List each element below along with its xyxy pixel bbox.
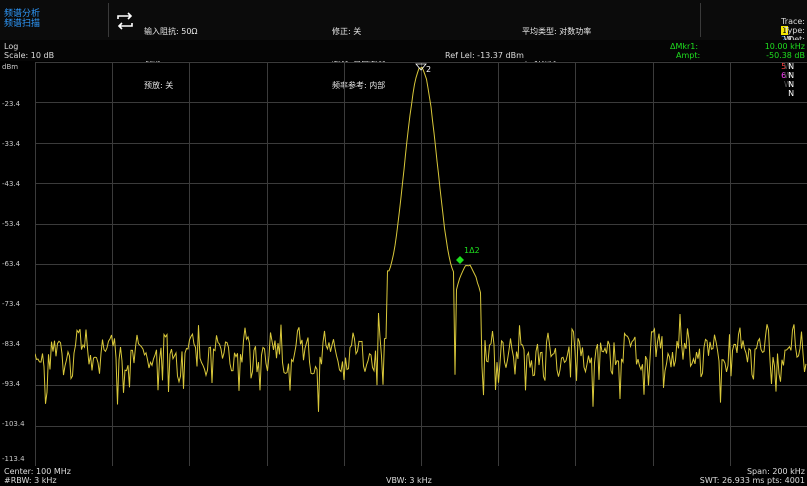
peak-marker[interactable]: 2 — [415, 63, 431, 74]
y-tick: -43.4 — [2, 180, 21, 188]
peak-marker-label: 2 — [426, 65, 431, 74]
scale-type: Log — [4, 42, 19, 51]
mode-selector[interactable]: 频谱分析 频谱扫描 — [4, 9, 40, 29]
average-type-text: 平均类型: 对数功率 — [522, 27, 592, 36]
ref-level[interactable]: Ref Lel: -13.37 dBm — [445, 51, 524, 60]
delta-marker-label: ΔMkr1: — [670, 42, 699, 51]
submode-label: 频谱扫描 — [4, 19, 41, 29]
y-tick: -113.4 — [2, 455, 25, 463]
ampt-value: -50.38 dB — [766, 51, 805, 60]
scale-value[interactable]: Scale: 10 dB — [4, 51, 55, 60]
trace-panel[interactable]: Trace: 1 2 3 4 5 6 Type: W W W W W W Det… — [700, 4, 807, 98]
span[interactable]: Span: 200 kHz — [746, 467, 805, 476]
vbw[interactable]: VBW: 3 kHz — [386, 476, 432, 485]
sweep-time: SWT: 26.933 ms pts: 4001 — [699, 476, 805, 485]
impedance-text: 输入阻抗: 50Ω — [144, 27, 198, 36]
y-tick: -63.4 — [2, 260, 21, 268]
det-5: N — [788, 80, 795, 89]
type-6: W — [783, 80, 792, 89]
rbw[interactable]: #RBW: 3 kHz — [4, 476, 57, 485]
det-3: N — [788, 62, 795, 71]
det-label: Det: — [788, 35, 805, 44]
delta-marker-value: 10.00 kHz — [764, 42, 805, 51]
trace-6[interactable]: 6 — [781, 71, 787, 80]
spectrum-trace — [35, 66, 807, 412]
y-unit: dBm — [2, 63, 19, 71]
bottom-bar: Center: 100 MHz #RBW: 3 kHz VBW: 3 kHz S… — [0, 466, 807, 486]
y-tick: -73.4 — [2, 300, 21, 308]
freq-ref-text: 频率参考: 内部 — [332, 81, 386, 90]
y-tick: -93.4 — [2, 380, 21, 388]
trace-2[interactable]: 2 — [781, 35, 786, 44]
y-tick: -23.4 — [2, 100, 21, 108]
det-4: N — [788, 71, 795, 80]
y-tick: -103.4 — [2, 420, 25, 428]
swap-icon[interactable] — [115, 11, 135, 31]
delta-marker-text: 1Δ2 — [464, 246, 480, 255]
status-bar: 频谱分析 频谱扫描 输入阻抗: 50Ω 衰减: 0 dB 预放: 关 修正: 关… — [0, 0, 807, 98]
spectrum-plot[interactable]: 2 1Δ2 — [35, 62, 807, 466]
trace-label: Trace: — [781, 17, 805, 26]
type-label: Type: — [783, 26, 805, 35]
y-tick: -33.4 — [2, 140, 21, 148]
y-tick: -83.4 — [2, 340, 21, 348]
y-tick: -53.4 — [2, 220, 21, 228]
center-freq[interactable]: Center: 100 MHz — [4, 467, 71, 476]
type-5: W — [783, 71, 792, 80]
correction-text: 修正: 关 — [332, 27, 362, 36]
type-1: W — [784, 35, 792, 44]
trace-5[interactable]: 5 — [781, 62, 787, 71]
mode-label: 频谱分析 — [4, 9, 41, 19]
scale-bar: Log Scale: 10 dB Ref Lel: -13.37 dBm ΔMk… — [0, 40, 807, 61]
trace-1[interactable]: 1 — [781, 26, 789, 35]
plot-grid — [35, 62, 807, 466]
delta-marker[interactable]: 1Δ2 — [456, 246, 480, 264]
type-4: W — [783, 62, 792, 71]
ampt-label: Ampt: — [676, 51, 701, 60]
y-axis: dBm -23.4 -33.4 -43.4 -53.4 -63.4 -73.4 … — [0, 62, 35, 466]
det-6: N — [788, 89, 795, 98]
preamp-text: 预放: 关 — [144, 81, 174, 90]
